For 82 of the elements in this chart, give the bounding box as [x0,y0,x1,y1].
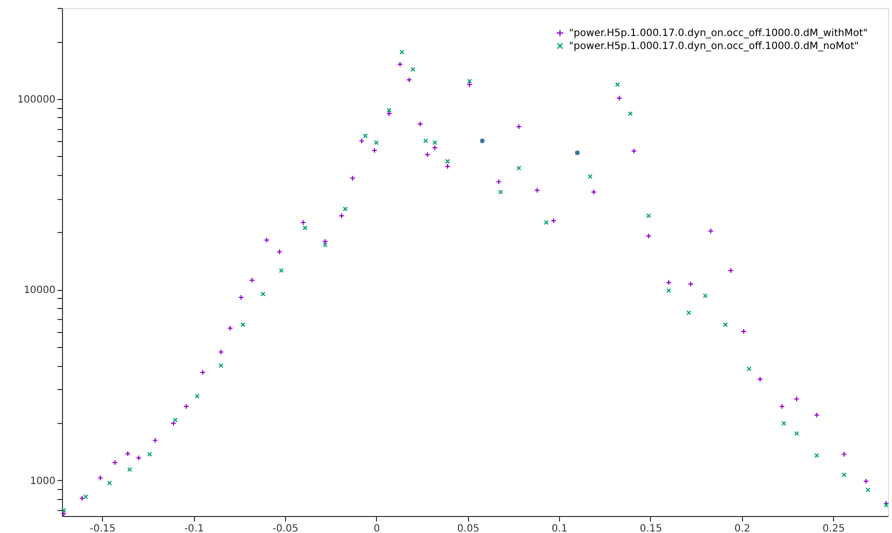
point [260,292,266,296]
y-tick-label: 100000 [17,94,56,106]
point [424,152,430,158]
point [127,467,132,472]
point [722,322,728,328]
point [240,322,246,328]
point [588,174,593,179]
point [399,50,404,55]
y-tick-label: 10000 [24,285,56,296]
x-tick-label: 0.25 [822,524,845,533]
point [107,480,112,486]
point [302,225,308,230]
point [417,121,424,127]
point [172,418,178,423]
point [300,220,306,226]
point [112,460,118,466]
point [865,487,870,492]
point [183,404,190,410]
point [278,268,284,273]
point [374,140,379,146]
point [432,140,438,146]
x-tick-label: 0 [374,524,380,533]
point [276,248,282,255]
x-tick-label: -0.05 [272,524,298,533]
x-tick-label: -0.15 [90,524,116,533]
point [467,78,472,84]
point [814,453,820,458]
point [60,510,67,517]
point [814,412,820,418]
point [631,148,637,154]
x-tick-label: 0.05 [457,524,480,533]
point [218,349,224,355]
point [194,394,200,399]
point [646,213,652,218]
point [702,293,708,298]
point [544,220,549,225]
point [342,206,348,212]
point [410,66,416,72]
point [779,404,785,410]
point [350,175,356,182]
point [432,144,438,151]
point [200,370,206,376]
point [423,138,428,144]
point [781,420,786,426]
point [466,82,472,88]
point [666,280,672,286]
point [61,508,66,513]
y-tick-label: 1000 [30,476,56,487]
point [628,111,633,116]
point [386,108,392,113]
point [218,363,224,368]
point [646,233,652,239]
point [666,288,672,294]
point [708,228,714,234]
point [445,158,450,164]
point [516,166,522,171]
point [249,277,255,284]
point [615,82,620,87]
legend-label: "power.H5p.1.000.17.0.dyn_on.occ_off.1000.0.dM_withMot" [569,28,868,39]
point [322,242,328,248]
point [372,148,378,154]
point [746,366,752,372]
point [686,310,692,316]
x-tick-label: -0.1 [184,524,204,533]
legend-label: "power.H5p.1.000.17.0.dyn_on.occ_off.1000.0.dM_noMot" [569,41,859,52]
point [136,455,142,461]
x-tick-label: 0.1 [552,524,568,533]
point [238,294,244,300]
point [884,502,889,508]
point [444,164,450,170]
point [147,452,152,457]
point [83,494,88,500]
point [794,431,800,436]
point [496,178,502,185]
x-tick-label: 0.15 [640,524,662,533]
point [842,472,847,478]
point [498,190,504,194]
point [264,237,270,243]
point [757,376,763,382]
point [590,189,597,195]
point [362,133,368,138]
x-tick-label: 0.2 [734,524,750,533]
